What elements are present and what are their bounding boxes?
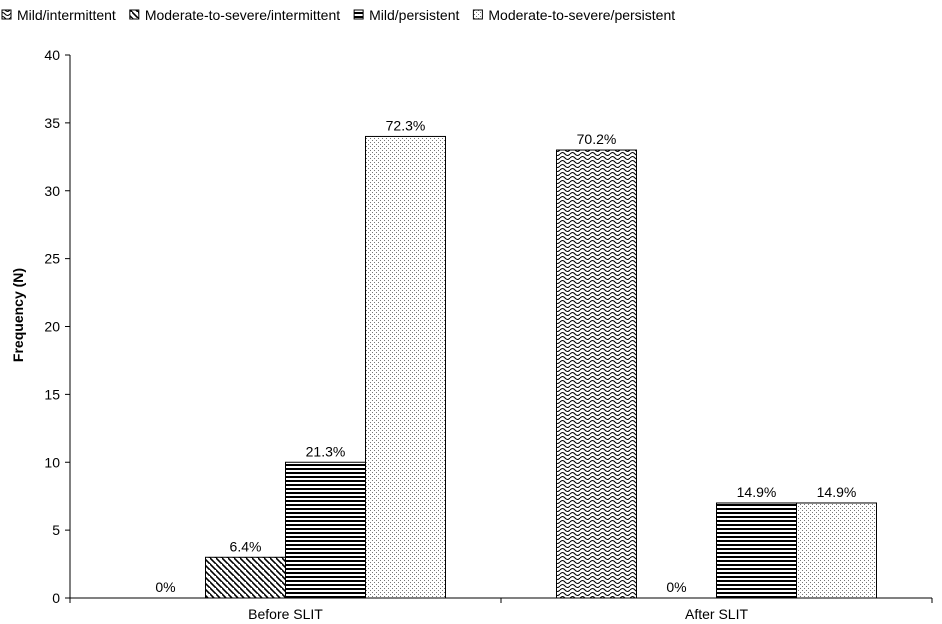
legend-label: Mild/intermittent <box>17 7 116 23</box>
y-tick-label: 15 <box>44 386 60 402</box>
y-tick-label: 5 <box>52 522 60 538</box>
y-tick-label: 10 <box>44 454 60 470</box>
legend-item: Mild/intermittent <box>1 7 116 23</box>
legend-item: Moderate-to-severe/persistent <box>472 7 675 23</box>
x-tick-label: After SLIT <box>685 606 748 622</box>
x-axis: Before SLIT After SLIT <box>69 597 933 622</box>
data-label: 70.2% <box>577 131 617 147</box>
data-label: 21.3% <box>306 443 346 459</box>
data-label: 14.9% <box>737 484 777 500</box>
legend-swatch <box>472 9 483 20</box>
legend-label: Moderate-to-severe/persistent <box>488 7 675 23</box>
bars <box>205 135 877 599</box>
bar <box>365 135 446 599</box>
bar <box>285 461 366 599</box>
bar <box>716 502 797 599</box>
bar <box>205 556 286 599</box>
legend-item: Moderate-to-severe/intermittent <box>129 7 340 23</box>
legend: Mild/intermittent Moderate-to-severe/inte… <box>1 7 675 23</box>
legend-swatch <box>1 9 12 20</box>
legend-item: Mild/persistent <box>353 7 459 23</box>
legend-swatch <box>129 9 140 20</box>
bar <box>796 502 877 599</box>
y-tick-label: 0 <box>52 590 60 606</box>
legend-label: Moderate-to-severe/intermittent <box>145 7 340 23</box>
data-label: 14.9% <box>817 484 857 500</box>
x-tick-label: Before SLIT <box>248 606 323 622</box>
data-label: 72.3% <box>386 117 426 133</box>
y-tick-label: 30 <box>44 183 60 199</box>
y-axis-label: Frequency (N) <box>10 268 26 362</box>
y-tick-label: 40 <box>44 47 60 63</box>
y-axis: 0 5 10 15 20 25 30 35 40 <box>44 47 71 606</box>
y-tick-label: 20 <box>44 319 60 335</box>
y-tick-label: 35 <box>44 115 60 131</box>
legend-swatch <box>353 9 364 20</box>
data-label: 0% <box>155 579 175 595</box>
data-label: 6.4% <box>230 538 262 554</box>
bar <box>556 149 637 599</box>
y-tick-label: 25 <box>44 251 60 267</box>
bar-labels: 0% 6.4% 21.3% 72.3% 70.2% 0% 14.9% 14.9% <box>155 117 856 595</box>
data-label: 0% <box>666 579 686 595</box>
legend-label: Mild/persistent <box>369 7 459 23</box>
